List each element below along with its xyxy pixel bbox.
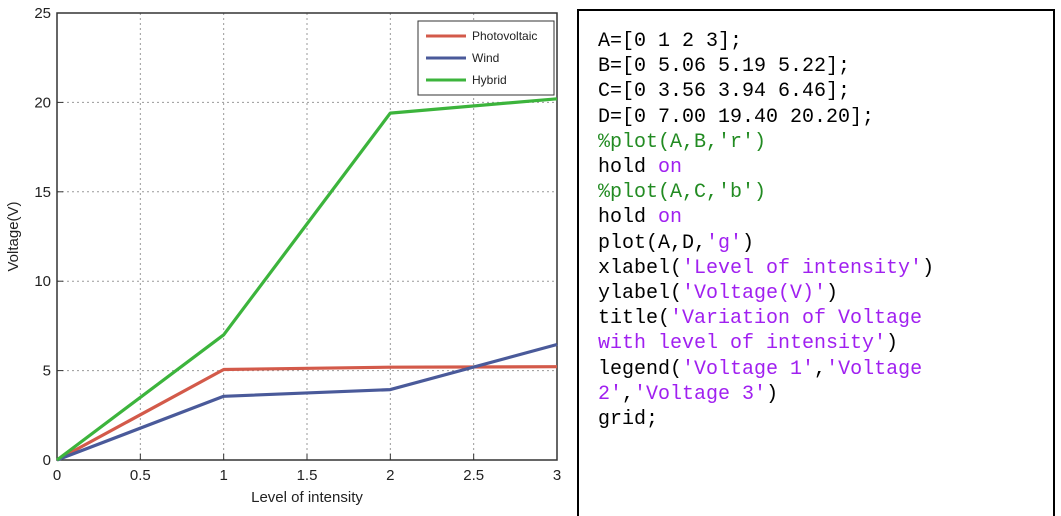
x-axis-label: Level of intensity xyxy=(251,489,363,506)
code-line: B=[0 5.06 5.19 5.22]; xyxy=(598,54,1053,79)
y-axis-label: Voltage(V) xyxy=(5,201,22,271)
x-tick-label: 1.5 xyxy=(297,467,318,484)
code-string: 'Variation of Voltage xyxy=(670,307,923,331)
code-text: grid; xyxy=(598,408,659,432)
chart-panel: 0 0.5 1 1.5 2 2.5 3 0 5 10 15 20 25 Level of intensit… xyxy=(5,5,561,506)
legend-entry: Photovoltaic xyxy=(472,29,537,43)
code-line: hold on xyxy=(598,205,1053,230)
code-text: D=[0 7.00 19.40 20.20]; xyxy=(598,105,875,129)
code-line: 2','Voltage 3') xyxy=(598,382,1053,407)
code-text: hold xyxy=(598,206,659,230)
code-string: 'Voltage 3' xyxy=(634,382,767,406)
code-line: legend('Voltage 1','Voltage xyxy=(598,357,1053,382)
code-text: ) xyxy=(826,282,839,306)
code-line: %plot(A,B,'r') xyxy=(598,130,1053,155)
code-text: C=[0 3.56 3.94 6.46]; xyxy=(598,80,851,104)
code-keyword: on xyxy=(658,156,683,180)
code-text: A=[0 1 2 3]; xyxy=(598,30,743,53)
code-text: B=[0 5.06 5.19 5.22]; xyxy=(598,55,851,79)
code-text: %plot(A,B,'r') xyxy=(598,130,767,154)
line-chart: 0 0.5 1 1.5 2 2.5 3 0 5 10 15 20 25 Level of intensit… xyxy=(5,5,561,506)
code-text: ) xyxy=(886,332,899,356)
code-string: 'Voltage 1' xyxy=(682,357,815,381)
code-text: title( xyxy=(598,307,671,331)
code-line: A=[0 1 2 3]; xyxy=(598,29,1053,54)
code-line: C=[0 3.56 3.94 6.46]; xyxy=(598,79,1053,104)
code-line: grid; xyxy=(598,407,1053,432)
code-text: ylabel( xyxy=(598,282,683,306)
code-text: legend( xyxy=(598,357,683,381)
series-line-wind xyxy=(56,342,558,462)
code-line: hold on xyxy=(598,155,1053,180)
y-tick-label: 25 xyxy=(34,5,51,22)
code-string: 'Voltage(V)' xyxy=(682,282,827,306)
code-line: plot(A,D,'g') xyxy=(598,231,1053,256)
y-tick-label: 20 xyxy=(34,94,51,111)
code-text: ) xyxy=(742,231,755,255)
x-tick-label: 2.5 xyxy=(463,467,484,484)
y-tick-label: 0 xyxy=(43,452,51,469)
code-text: ) xyxy=(922,256,935,280)
code-text: , xyxy=(622,382,635,406)
code-line: xlabel('Level of intensity') xyxy=(598,256,1053,281)
code-text: xlabel( xyxy=(598,256,683,280)
code-line: title('Variation of Voltage xyxy=(598,306,1053,331)
x-tick-label: 2 xyxy=(386,467,394,484)
legend-entry: Hybrid xyxy=(472,73,507,87)
code-text: hold xyxy=(598,156,659,180)
x-tick-label: 0 xyxy=(53,467,61,484)
series-line-hybrid xyxy=(56,97,558,462)
code-string: 2' xyxy=(598,382,623,406)
code-text: ) xyxy=(766,382,779,406)
code-line: ylabel('Voltage(V)') xyxy=(598,281,1053,306)
legend-entry: Wind xyxy=(472,51,499,65)
code-keyword: on xyxy=(658,206,683,230)
code-text: %plot(A,C,'b') xyxy=(598,181,767,205)
y-tick-label: 15 xyxy=(34,184,51,201)
code-string: 'g' xyxy=(706,231,743,255)
code-string: 'Level of intensity' xyxy=(682,256,923,280)
y-tick-label: 10 xyxy=(34,273,51,290)
code-line: D=[0 7.00 19.40 20.20]; xyxy=(598,105,1053,130)
code-string: 'Voltage xyxy=(826,357,923,381)
code-text: plot(A,D, xyxy=(598,231,707,255)
x-tick-label: 3 xyxy=(553,467,561,484)
y-tick-label: 5 xyxy=(43,363,51,380)
code-panel: A=[0 1 2 3]; B=[0 5.06 5.19 5.22]; C=[0 3.… xyxy=(577,9,1055,516)
code-string: with level of intensity' xyxy=(598,332,887,356)
code-line: %plot(A,C,'b') xyxy=(598,180,1053,205)
x-tick-label: 0.5 xyxy=(130,467,151,484)
code-text: , xyxy=(814,357,827,381)
x-tick-label: 1 xyxy=(219,467,227,484)
code-line: with level of intensity') xyxy=(598,331,1053,356)
